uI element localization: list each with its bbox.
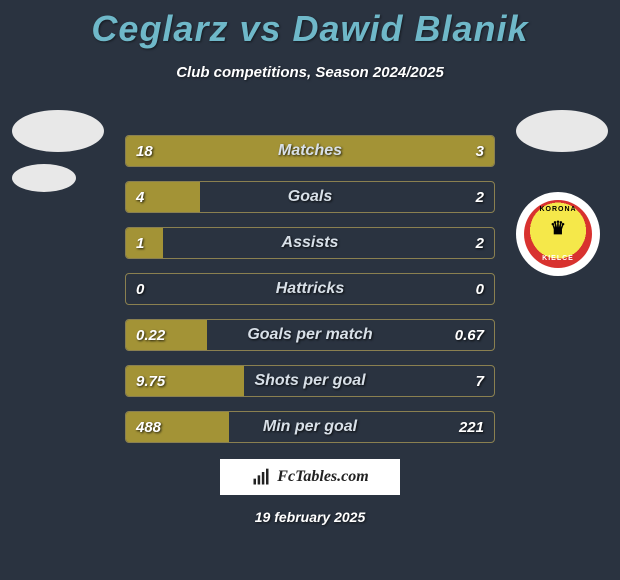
stat-row: 183Matches: [125, 135, 495, 167]
subtitle: Club competitions, Season 2024/2025: [0, 64, 620, 81]
silhouette-icon: [12, 110, 104, 152]
stat-row: 0.220.67Goals per match: [125, 319, 495, 351]
stat-value-left: 1: [126, 228, 154, 258]
stat-value-right: 0.67: [445, 320, 494, 350]
stat-row: 9.757Shots per goal: [125, 365, 495, 397]
stat-row: 1 2Assists: [125, 227, 495, 259]
stat-value-right: 7: [466, 366, 494, 396]
stat-value-left: 18: [126, 136, 163, 166]
club-badge-inner: KORONA ♛ KIELCE: [524, 200, 592, 268]
stats-container: 183Matches42Goals12Assists00Hattricks0.2…: [125, 135, 495, 443]
crown-icon: ♛: [550, 218, 566, 239]
stat-value-left: 4: [126, 182, 154, 212]
stat-value-left: 0: [126, 274, 154, 304]
stat-value-left: 488: [126, 412, 171, 442]
stat-label: Hattricks: [126, 274, 494, 304]
chart-icon: [251, 467, 271, 487]
club-badge-top-text: KORONA: [539, 206, 576, 213]
stat-value-right: 2: [466, 228, 494, 258]
stat-value-left: 9.75: [126, 366, 175, 396]
club-badge: KORONA ♛ KIELCE: [516, 192, 600, 276]
player-right-avatar: KORONA ♛ KIELCE: [516, 110, 608, 276]
stat-bar-right: [273, 136, 494, 166]
stat-value-right: 221: [449, 412, 494, 442]
stat-value-right: 2: [466, 182, 494, 212]
page-title: Ceglarz vs Dawid Blanik: [0, 0, 620, 50]
silhouette-icon: [516, 110, 608, 152]
silhouette-icon: [12, 164, 76, 192]
stat-value-right: 3: [466, 136, 494, 166]
stat-row: 42Goals: [125, 181, 495, 213]
stat-label: Assists: [126, 228, 494, 258]
branding-badge: FcTables.com: [220, 459, 400, 495]
stat-row: 0 0Hattricks: [125, 273, 495, 305]
player-left-avatar: [12, 110, 104, 192]
club-badge-bottom-text: KIELCE: [542, 255, 574, 262]
stat-value-left: 0.22: [126, 320, 175, 350]
branding-text: FcTables.com: [277, 468, 368, 486]
date-text: 19 february 2025: [0, 509, 620, 525]
stat-value-right: 0: [466, 274, 494, 304]
stat-row: 488221Min per goal: [125, 411, 495, 443]
